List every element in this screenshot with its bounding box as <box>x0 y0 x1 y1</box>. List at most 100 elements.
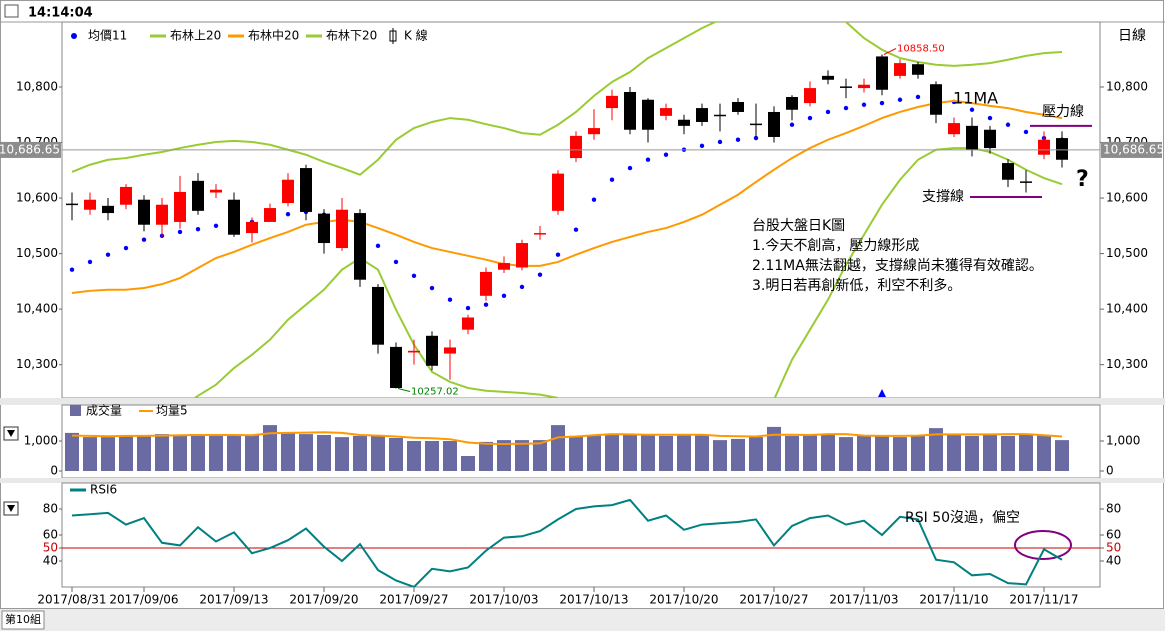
ma-dot <box>483 302 489 307</box>
ma-dot <box>87 259 93 265</box>
note-line: 3.明日若再創新低，利空不利多。 <box>752 277 961 294</box>
ma-dot <box>861 102 867 107</box>
note-line: 1.今天不創高，壓力線形成 <box>752 237 919 254</box>
y-tick-label: 10,300 <box>16 357 58 371</box>
candle-body <box>480 271 492 296</box>
y-tick-label: 10,400 <box>1106 302 1148 316</box>
volume-bar <box>371 435 385 471</box>
y-tick-label: 10,800 <box>1106 79 1148 93</box>
candle-body <box>606 95 618 109</box>
rsi-note: RSI 50沒過，偏空 <box>905 509 1020 526</box>
volume-bar <box>947 435 961 471</box>
y-tick-label: 10,400 <box>16 302 58 316</box>
candle-body <box>966 125 978 150</box>
candle-body <box>984 129 996 149</box>
ma-dot <box>807 115 813 121</box>
y-tick-label: 40 <box>43 554 58 568</box>
volume-bar <box>551 425 565 471</box>
volume-bar <box>857 435 871 471</box>
x-tick-label: 2017/09/13 <box>199 593 268 607</box>
volume-bar <box>875 435 889 471</box>
y-tick-label: 80 <box>1106 502 1121 516</box>
volume-bar <box>893 437 907 471</box>
volume-bar <box>389 438 403 471</box>
ma-dot <box>843 105 849 111</box>
ma-dot <box>411 273 417 279</box>
candle-body <box>1038 139 1050 155</box>
ma-dot <box>699 143 705 149</box>
candle-body <box>858 84 870 89</box>
candle-body <box>876 56 888 90</box>
y-tick-label: 10,600 <box>1106 191 1148 205</box>
panel-separator <box>0 398 1165 405</box>
plot-area <box>66 22 1068 398</box>
level-label: 支撐線 <box>922 189 964 205</box>
candle-body <box>336 209 348 249</box>
volume-bar <box>155 434 169 471</box>
footer-bar <box>0 609 1165 631</box>
legend-label: 成交量 <box>86 403 122 418</box>
ma-dot <box>447 297 453 302</box>
ma-dot <box>591 197 597 202</box>
candle-body <box>138 199 150 225</box>
series-line <box>71 22 1063 176</box>
ma-dot <box>69 267 75 272</box>
volume-bar <box>353 435 367 471</box>
last-price-label: 10,686.65 <box>0 142 60 156</box>
candle-body <box>714 114 726 117</box>
volume-bar <box>731 438 745 471</box>
candle-body <box>84 199 96 210</box>
candle-body <box>102 205 114 214</box>
y-tick-label: 10,500 <box>16 246 58 260</box>
candle-body <box>462 317 474 330</box>
ma-dot <box>537 272 543 277</box>
volume-bar <box>1055 440 1069 471</box>
ma-dot <box>123 245 129 251</box>
volume-bar <box>821 434 835 471</box>
y-tick-label: 10,800 <box>16 79 58 93</box>
candle-body <box>1002 163 1014 180</box>
y-tick-label: 10,600 <box>16 191 58 205</box>
collapse-arrow <box>7 430 15 437</box>
signal-marker <box>878 389 886 397</box>
clock: 14:14:04 <box>28 6 93 21</box>
candle-body <box>246 221 258 234</box>
volume-bar <box>587 435 601 471</box>
series-line <box>192 147 1063 398</box>
y-tick-label: 50 <box>43 541 58 555</box>
candle-body <box>642 99 654 130</box>
note-line: 台股大盤日K圖 <box>752 218 845 234</box>
y-tick-label: 40 <box>1106 554 1121 568</box>
ma-dot <box>663 152 669 157</box>
ma-dot <box>465 305 471 311</box>
volume-bar <box>569 435 583 471</box>
y-tick-label: 10,300 <box>1106 357 1148 371</box>
volume-bar <box>965 435 979 471</box>
ma-dot <box>627 165 633 171</box>
candle-body <box>570 135 582 159</box>
high-pointer <box>883 48 897 55</box>
candle-body <box>588 128 600 135</box>
volume-bar <box>497 440 511 471</box>
x-tick-label: 2017/09/06 <box>109 593 178 607</box>
candle-body <box>444 347 456 354</box>
candle-body <box>228 199 240 235</box>
volume-bar <box>677 435 691 471</box>
group-tab[interactable] <box>1 610 45 630</box>
candle-body <box>300 168 312 212</box>
volume-bar <box>425 441 439 471</box>
ma-dot <box>987 115 993 121</box>
volume-bar <box>713 440 727 471</box>
candle-body <box>912 64 924 75</box>
x-tick-label: 2017/09/20 <box>289 593 358 607</box>
candle-body <box>786 96 798 110</box>
volume-bar <box>65 432 79 471</box>
ma-dot <box>717 139 723 145</box>
y-tick-label: 60 <box>43 528 58 542</box>
header-icon <box>4 4 19 18</box>
plot-area <box>65 425 1069 471</box>
x-tick-label: 2017/10/20 <box>649 593 718 607</box>
candle-body <box>894 63 906 76</box>
candle-body <box>534 233 546 235</box>
